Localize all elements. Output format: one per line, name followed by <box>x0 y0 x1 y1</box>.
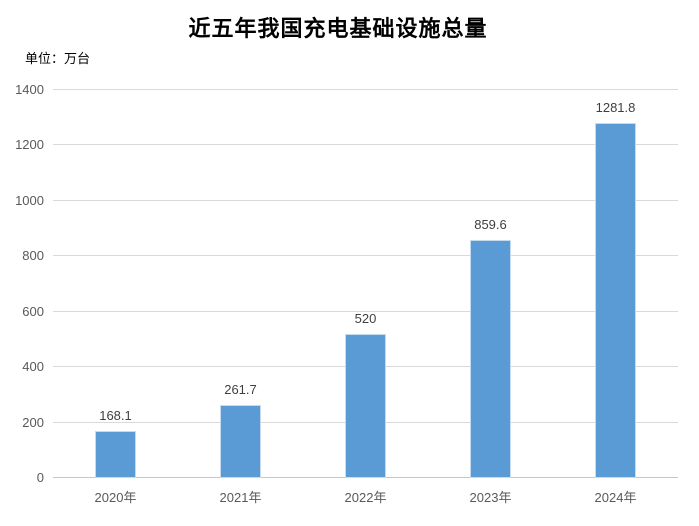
y-tick-label: 800 <box>22 248 44 264</box>
gridline <box>53 310 678 312</box>
y-tick-label: 200 <box>22 414 44 430</box>
y-tick-label: 400 <box>22 359 44 375</box>
chart-title: 近五年我国充电基础设施总量 <box>188 16 488 42</box>
bar-value-label: 261.7 <box>224 382 257 398</box>
x-axis-label: 2020年 <box>94 490 137 505</box>
bar-2020年 <box>95 431 136 478</box>
y-tick-label: 1400 <box>15 82 44 97</box>
bar-2024年 <box>595 122 636 478</box>
plot-area: 0 200 400 600 800 1000 1200 1400 168.1 2020年 261.7… <box>15 83 678 505</box>
gridline <box>53 199 678 201</box>
bar-2022年 <box>345 333 386 478</box>
bar-value-label: 1281.8 <box>595 99 636 115</box>
gridline <box>53 255 678 257</box>
y-tick-label: 0 <box>36 470 44 485</box>
x-axis-label: 2023年 <box>469 490 512 505</box>
bar-2021年 <box>220 405 261 478</box>
x-axis-label: 2022年 <box>344 490 387 505</box>
y-tick-label: 1000 <box>15 192 44 208</box>
unit-label: 单位：万台 <box>25 51 91 66</box>
bar-value-label: 859.6 <box>474 216 507 232</box>
y-tick-label: 600 <box>22 303 44 319</box>
x-axis-label: 2021年 <box>219 490 262 505</box>
y-tick-label: 1200 <box>15 137 44 153</box>
gridline <box>53 144 678 146</box>
bar-2023年 <box>470 239 511 478</box>
bar-value-label: 168.1 <box>99 408 132 424</box>
gridline <box>53 89 678 90</box>
bar-value-label: 520 <box>354 310 377 326</box>
x-axis-label: 2024年 <box>594 490 637 505</box>
